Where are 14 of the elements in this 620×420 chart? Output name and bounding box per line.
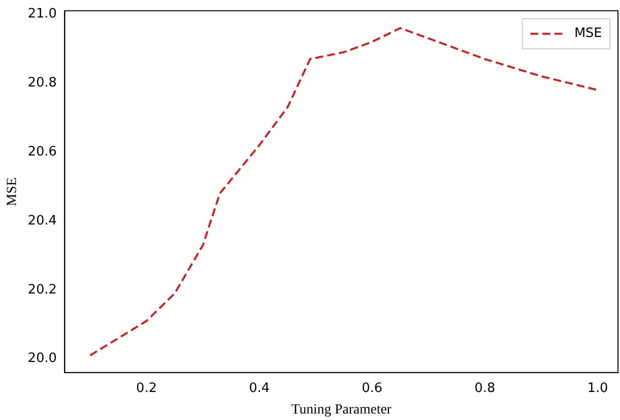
x-tick-label: 1.0 xyxy=(587,380,608,396)
y-tick-label: 20.8 xyxy=(28,76,57,91)
legend-label: MSE xyxy=(574,26,602,42)
y-tick-label: 20.4 xyxy=(28,213,57,228)
y-axis-title: MSE xyxy=(5,177,20,206)
x-tick-label: 0.2 xyxy=(136,380,157,396)
y-tick-label: 20.2 xyxy=(28,282,57,298)
y-tick-label: 20.6 xyxy=(28,144,57,160)
x-tick-label: 0.8 xyxy=(474,380,496,396)
x-tick-label: 0.4 xyxy=(248,380,270,396)
y-tick-label: 20.0 xyxy=(28,351,57,366)
y-tick-label: 21.0 xyxy=(28,6,57,22)
x-tick-label: 0.6 xyxy=(362,380,382,396)
x-axis-title: Tuning Parameter xyxy=(291,402,392,418)
